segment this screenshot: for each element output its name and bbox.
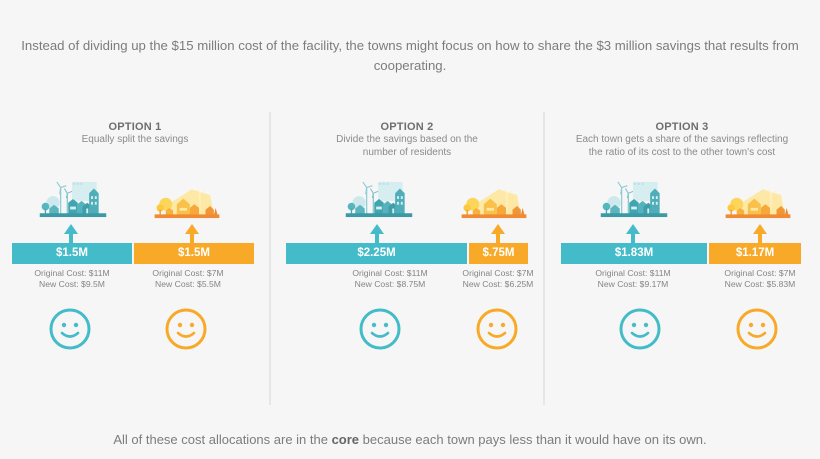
town-skyline-icon [154, 182, 220, 219]
smiley-icon [165, 308, 207, 350]
option-header: OPTION 1 Equally split the savings [20, 120, 250, 147]
option-title: OPTION 2 [380, 121, 434, 133]
option-title: OPTION 3 [655, 121, 709, 133]
new-cost: New Cost: $9.17M [597, 278, 669, 289]
original-cost: Original Cost: $7M [724, 268, 796, 278]
new-cost: New Cost: $8.75M [354, 278, 426, 289]
cost-summary-town-a: Original Cost: $11M New Cost: $9.5M [2, 268, 142, 289]
savings-bar-town-b: $1.17M [709, 243, 801, 264]
new-cost: New Cost: $6.25M [462, 278, 534, 289]
town-skyline-icon [39, 180, 107, 218]
original-cost: Original Cost: $11M [34, 268, 110, 278]
core-term: core [331, 432, 360, 447]
savings-bar-town-a: $1.5M [12, 243, 132, 264]
option-header: OPTION 3 Each town gets a share of the s… [552, 120, 812, 159]
original-cost: Original Cost: $11M [352, 268, 428, 278]
town-skyline-icon [600, 180, 668, 218]
arrow-up-icon [753, 224, 767, 244]
town-skyline-icon [345, 180, 413, 218]
savings-bar-town-b: $1.5M [134, 243, 254, 264]
smiley-icon [359, 308, 401, 350]
conclusion-text: All of these cost allocations are in the… [20, 432, 800, 448]
new-cost: New Cost: $5.83M [724, 278, 796, 289]
smiley-icon [619, 308, 661, 350]
original-cost: Original Cost: $11M [595, 268, 671, 278]
cost-summary-town-a: Original Cost: $11M New Cost: $8.75M [320, 268, 460, 289]
cost-summary-town-b: Original Cost: $7M New Cost: $5.83M [690, 268, 820, 289]
original-cost: Original Cost: $7M [462, 268, 534, 278]
new-cost: New Cost: $5.5M [155, 278, 221, 289]
option-subtitle: number of residents [362, 146, 452, 158]
option-title: OPTION 1 [108, 121, 162, 133]
option-subtitle: Each town gets a share of the savings re… [575, 134, 789, 145]
new-cost: New Cost: $9.5M [39, 278, 105, 289]
smiley-icon [736, 308, 778, 350]
column-divider [543, 112, 545, 405]
smiley-icon [49, 308, 91, 350]
arrow-up-icon [626, 224, 640, 244]
savings-bar-town-a: $2.25M [286, 243, 467, 264]
arrow-up-icon [185, 224, 199, 244]
arrow-up-icon [491, 224, 505, 244]
savings-bar-town-a: $1.83M [561, 243, 707, 264]
town-skyline-icon [725, 182, 791, 219]
cost-summary-town-b: Original Cost: $7M New Cost: $5.5M [118, 268, 258, 289]
option-subtitle: the ratio of its cost to the other town'… [588, 146, 776, 158]
column-divider [269, 112, 271, 405]
original-cost: Original Cost: $7M [152, 268, 224, 278]
smiley-icon [476, 308, 518, 350]
conclusion-text-end: because each town pays less than it woul… [359, 432, 707, 447]
savings-bar-town-b: $.75M [469, 243, 528, 264]
conclusion-text-start: All of these cost allocations are in the [113, 432, 332, 447]
option-subtitle: Equally split the savings [81, 134, 189, 145]
option-subtitle: Divide the savings based on the [336, 134, 478, 145]
intro-text: Instead of dividing up the $15 million c… [21, 38, 799, 73]
town-skyline-icon [461, 182, 527, 219]
cost-summary-town-b: Original Cost: $7M New Cost: $6.25M [428, 268, 568, 289]
arrow-up-icon [370, 224, 384, 244]
cost-summary-town-a: Original Cost: $11M New Cost: $9.17M [563, 268, 703, 289]
option-header: OPTION 2 Divide the savings based on the… [292, 120, 522, 159]
arrow-up-icon [64, 224, 78, 244]
